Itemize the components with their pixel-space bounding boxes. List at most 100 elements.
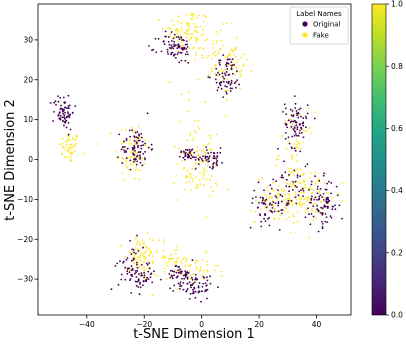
scatter-point-fake: [226, 78, 229, 80]
scatter-point-fake: [145, 245, 147, 248]
scatter-point-fake: [202, 20, 205, 23]
scatter-point-fake: [223, 89, 226, 92]
scatter-point-original: [291, 110, 294, 112]
scatter-point-original: [296, 176, 299, 179]
scatter-point-original: [292, 189, 294, 191]
scatter-point-original: [141, 164, 144, 167]
scatter-point-original: [294, 180, 297, 183]
scatter-point-fake: [65, 156, 67, 159]
scatter-point-original: [65, 126, 68, 129]
scatter-point-fake: [148, 247, 150, 250]
scatter-point-original: [260, 220, 262, 223]
scatter-point-original: [120, 273, 123, 276]
scatter-point-original: [146, 276, 149, 279]
scatter-point-original: [322, 174, 325, 177]
scatter-point-fake: [314, 111, 316, 113]
scatter-point-original: [114, 265, 117, 267]
scatter-point-original: [141, 284, 144, 287]
scatter-point-fake: [316, 211, 318, 213]
scatter-point-original: [285, 204, 288, 207]
scatter-point-original: [282, 111, 284, 113]
scatter-point-original: [67, 105, 70, 107]
scatter-point-fake: [178, 147, 180, 150]
scatter-point-original: [186, 43, 189, 46]
scatter-point-original: [176, 47, 179, 50]
scatter-point-original: [291, 135, 294, 138]
scatter-point-original: [235, 86, 237, 89]
scatter-point-original: [326, 207, 329, 210]
scatter-point-original: [139, 151, 142, 154]
scatter-point-fake: [198, 48, 201, 50]
scatter-point-original: [134, 159, 137, 161]
scatter-point-fake: [250, 210, 253, 212]
scatter-point-original: [308, 189, 310, 191]
scatter-point-fake: [272, 181, 274, 184]
scatter-point-original: [292, 120, 295, 123]
scatter-point-original: [67, 112, 70, 115]
scatter-point-original: [215, 81, 218, 84]
scatter-point-fake: [177, 39, 180, 42]
scatter-point-original: [319, 188, 322, 190]
scatter-point-fake: [239, 75, 242, 77]
scatter-point-original: [284, 122, 287, 125]
scatter-point-original: [225, 62, 228, 64]
scatter-point-original: [290, 125, 293, 128]
scatter-point-original: [195, 278, 198, 281]
scatter-point-fake: [209, 178, 211, 181]
scatter-point-original: [178, 266, 181, 268]
scatter-point-fake: [142, 267, 145, 269]
scatter-point-fake: [220, 68, 223, 71]
scatter-point-original: [293, 130, 296, 132]
scatter-point-fake: [144, 258, 147, 261]
scatter-point-original: [253, 189, 256, 192]
scatter-point-fake: [292, 108, 294, 111]
scatter-point-original: [277, 201, 280, 203]
scatter-point-fake: [276, 158, 278, 161]
scatter-point-original: [201, 286, 204, 288]
scatter-point-original: [309, 201, 311, 204]
scatter-point-original: [210, 151, 212, 154]
y-tick-label: −10: [17, 195, 33, 204]
colorbar-tick-label: 0.8: [391, 62, 403, 71]
scatter-point-original: [150, 143, 153, 146]
scatter-point-fake: [200, 149, 203, 152]
scatter-point-fake: [194, 262, 197, 264]
scatter-point-fake: [277, 154, 280, 157]
scatter-point-original: [230, 68, 233, 71]
scatter-point-original: [122, 146, 124, 148]
scatter-point-original: [275, 196, 278, 199]
scatter-point-fake: [300, 191, 303, 194]
scatter-point-fake: [189, 173, 192, 176]
scatter-point-fake: [137, 256, 139, 258]
scatter-point-fake: [136, 260, 139, 262]
scatter-point-original: [193, 151, 196, 154]
scatter-point-fake: [222, 73, 225, 76]
scatter-point-fake: [305, 208, 308, 211]
scatter-point-original: [179, 281, 182, 283]
scatter-point-fake: [322, 196, 325, 199]
scatter-point-fake: [175, 245, 178, 248]
scatter-point-fake: [185, 176, 188, 179]
scatter-point-original: [287, 119, 290, 122]
scatter-point-original: [128, 267, 131, 270]
scatter-point-original: [338, 204, 341, 207]
scatter-point-fake: [196, 39, 199, 41]
scatter-point-original: [280, 212, 283, 215]
scatter-point-original: [183, 277, 186, 280]
scatter-point-fake: [296, 160, 298, 163]
scatter-point-original: [318, 197, 321, 200]
scatter-point-original: [173, 54, 175, 57]
scatter-point-original: [298, 108, 300, 111]
scatter-point-fake: [134, 237, 137, 240]
scatter-point-fake: [188, 24, 191, 27]
scatter-point-fake: [202, 144, 205, 147]
scatter-point-fake: [310, 132, 313, 134]
scatter-point-fake: [189, 176, 192, 179]
scatter-point-original: [148, 45, 150, 47]
scatter-point-fake: [212, 47, 215, 49]
scatter-point-fake: [134, 130, 137, 133]
scatter-point-fake: [254, 199, 257, 202]
scatter-point-original: [138, 134, 141, 137]
scatter-point-original: [322, 193, 325, 195]
scatter-point-original: [136, 131, 139, 133]
